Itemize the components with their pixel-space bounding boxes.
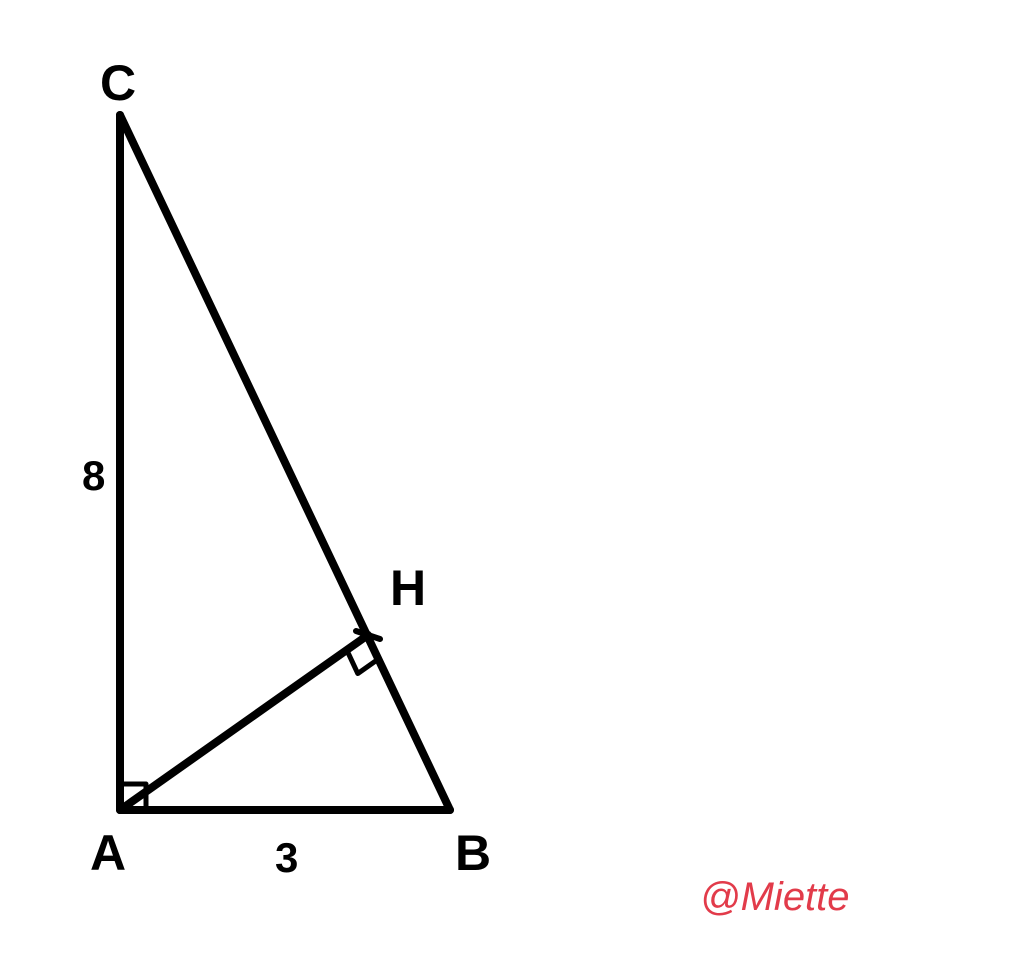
side-label-AC: 8: [82, 452, 105, 499]
geometry-diagram: A B C H 8 3 @Miette: [0, 0, 1024, 974]
vertex-label-A: A: [90, 825, 126, 881]
author-signature: @Miette: [700, 875, 850, 919]
edge-AH: [120, 635, 368, 810]
edge-BC: [120, 115, 450, 810]
side-label-AB: 3: [275, 834, 298, 881]
vertex-label-B: B: [455, 825, 491, 881]
vertex-label-C: C: [100, 55, 136, 111]
vertex-label-H: H: [390, 560, 426, 616]
